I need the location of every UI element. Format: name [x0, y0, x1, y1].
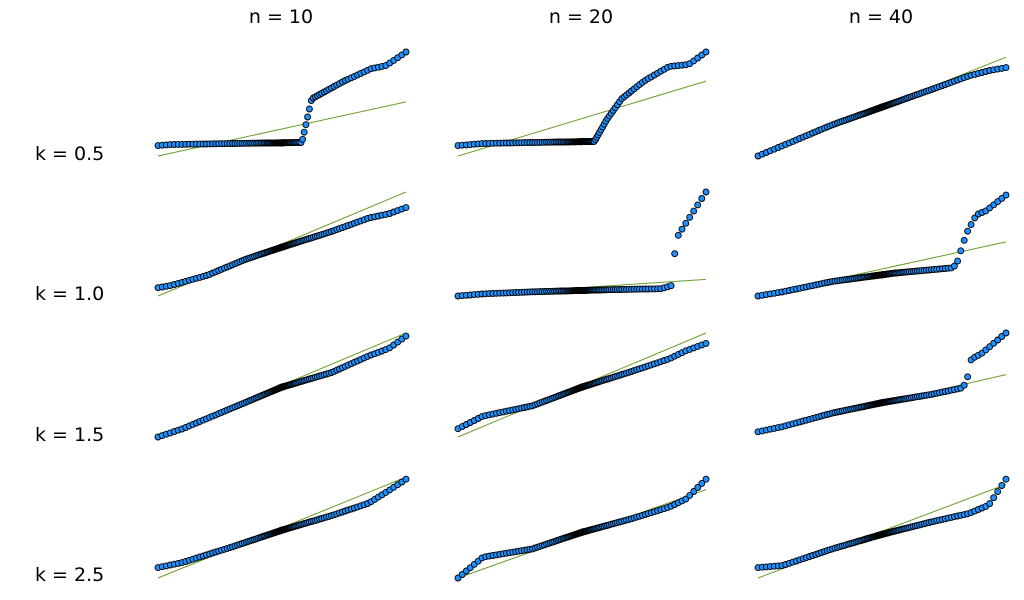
- row-label-k25: k = 2.5: [35, 564, 105, 586]
- data-point: [305, 105, 313, 113]
- data-point: [671, 250, 679, 258]
- panel-r1-c0: [154, 191, 410, 297]
- data-point: [686, 491, 694, 499]
- data-point: [1002, 191, 1010, 199]
- data-point: [964, 373, 972, 381]
- data-point: [998, 482, 1006, 489]
- data-point: [690, 488, 698, 495]
- reference-line: [157, 101, 407, 157]
- data-point: [702, 339, 710, 347]
- data-point: [302, 121, 310, 129]
- data-point: [694, 484, 702, 491]
- panel-r3-c2: [754, 475, 1010, 579]
- data-point: [402, 475, 410, 483]
- data-point: [702, 475, 710, 483]
- data-point: [299, 135, 307, 143]
- panel-r2-c0: [154, 332, 410, 441]
- row-label-k10: k = 1.0: [35, 283, 105, 305]
- column-title-n10: n = 10: [248, 6, 314, 28]
- data-point: [702, 48, 710, 56]
- data-point: [986, 500, 994, 508]
- data-point: [702, 188, 710, 196]
- data-point: [402, 48, 410, 56]
- data-point: [678, 225, 686, 233]
- data-point: [667, 282, 675, 290]
- data-point: [694, 201, 702, 209]
- panel-r1-c1: [454, 188, 710, 300]
- panel-r0-c1: [454, 48, 710, 157]
- data-point: [682, 219, 690, 227]
- panel-r2-c2: [754, 329, 1010, 436]
- data-point: [686, 213, 694, 221]
- data-point: [402, 332, 410, 340]
- panel-r3-c1: [454, 475, 710, 582]
- data-point: [957, 247, 965, 255]
- data-point: [990, 494, 998, 502]
- data-point: [1002, 64, 1010, 72]
- panel-r0-c0: [154, 48, 410, 157]
- panel-r2-c1: [454, 332, 710, 438]
- data-point: [1002, 329, 1010, 337]
- data-point: [954, 257, 962, 265]
- data-point: [674, 231, 682, 239]
- data-point: [300, 128, 308, 136]
- data-point: [960, 381, 968, 389]
- data-point: [950, 262, 958, 270]
- data-point: [304, 113, 312, 121]
- row-label-k15: k = 1.5: [35, 424, 105, 446]
- data-point: [964, 227, 972, 235]
- row-label-k05: k = 0.5: [35, 143, 105, 165]
- data-point: [698, 195, 706, 202]
- data-point: [994, 488, 1002, 496]
- column-title-n20: n = 20: [548, 6, 614, 28]
- data-point: [698, 479, 706, 487]
- data-point: [960, 236, 968, 244]
- panel-r3-c0: [154, 475, 410, 579]
- column-title-n40: n = 40: [848, 6, 914, 28]
- panel-r1-c2: [754, 191, 1010, 300]
- data-point: [1002, 475, 1010, 483]
- panel-r0-c2: [754, 56, 1010, 160]
- data-point: [967, 221, 975, 229]
- data-point: [402, 204, 410, 212]
- data-point: [690, 207, 698, 215]
